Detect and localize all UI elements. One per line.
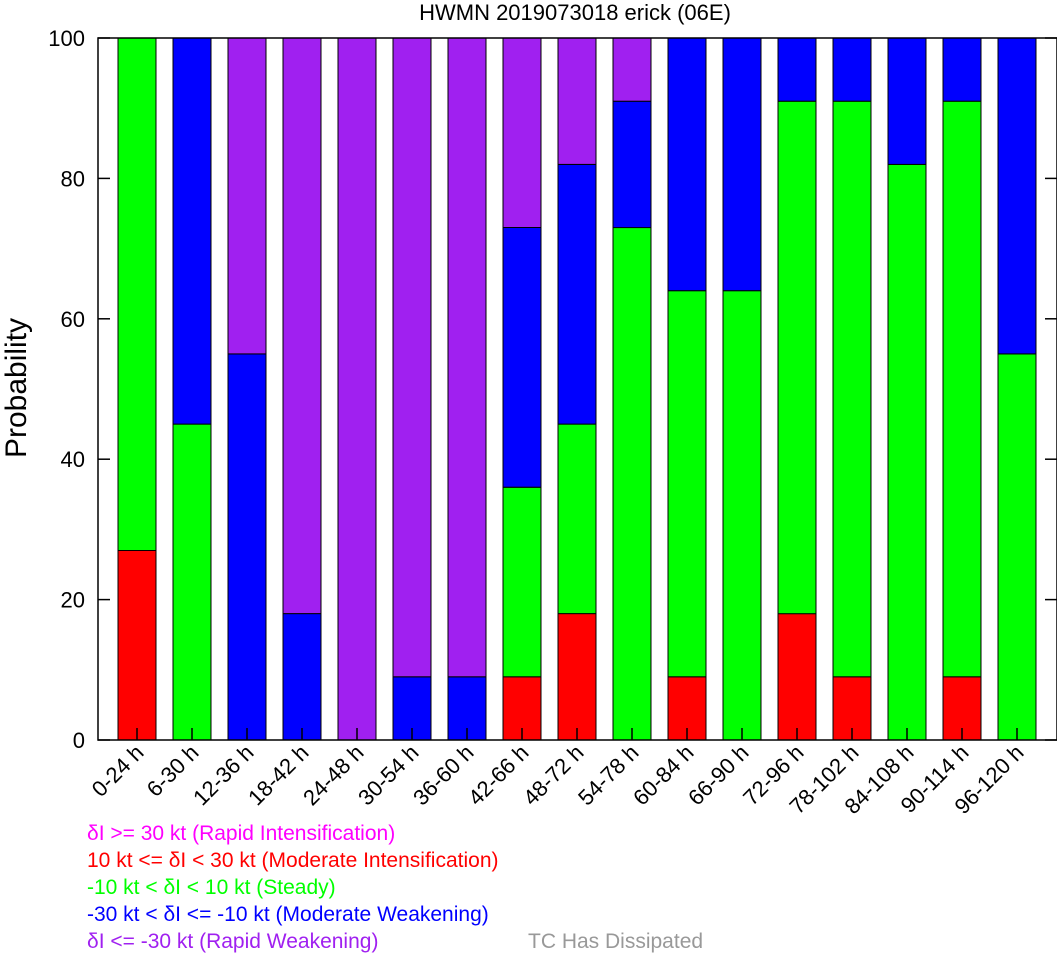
bar-rapid_weakening-2 [227, 37, 267, 355]
bar-moderate_weakening-8 [557, 163, 597, 425]
bar-rapid_weakening-7 [502, 37, 542, 228]
bar-moderate_weakening-11 [722, 37, 762, 292]
y-tick-label: 60 [61, 307, 85, 332]
bar-steady-11 [722, 290, 762, 741]
bar-moderate_weakening-10 [667, 37, 707, 292]
legend-dissipated: TC Has Dissipated [528, 930, 703, 953]
bar-rapid_weakening-6 [447, 37, 487, 678]
bar-steady-16 [997, 353, 1037, 741]
x-tick-label: 0-24 h [87, 740, 149, 802]
bar-rapid_weakening-9 [612, 37, 652, 102]
bar-steady-8 [557, 423, 597, 615]
legend-entry: -30 kt < δI <= -10 kt (Moderate Weakenin… [87, 903, 489, 926]
x-tick-label: 18-42 h [243, 740, 313, 810]
x-tick-label: 60-84 h [628, 740, 698, 810]
bar-rapid_weakening-5 [392, 37, 432, 678]
x-tick-label: 30-54 h [353, 740, 423, 810]
bar-rapid_weakening-8 [557, 37, 597, 165]
y-axis-label: Probability [0, 318, 33, 458]
legend: δI >= 30 kt (Rapid Intensification) 10 kt… [87, 822, 703, 953]
bar-moderate_weakening-13 [832, 37, 872, 102]
bar-moderate_intensification-8 [557, 613, 597, 741]
bar-moderate_weakening-1 [172, 37, 212, 425]
bar-steady-9 [612, 227, 652, 741]
bar-steady-0 [117, 37, 157, 551]
bar-steady-13 [832, 100, 872, 678]
y-tick-label: 0 [73, 728, 85, 753]
legend-entry: δI >= 30 kt (Rapid Intensification) [87, 822, 395, 845]
bar-steady-10 [667, 290, 707, 678]
x-tick-label: 54-78 h [573, 740, 643, 810]
plot-frame [97, 37, 1057, 741]
bar-steady-1 [172, 423, 212, 741]
bar-moderate_intensification-0 [117, 550, 157, 741]
bar-moderate_weakening-9 [612, 100, 652, 229]
x-tick-label: 24-48 h [298, 740, 368, 810]
x-tick-label: 66-90 h [683, 740, 753, 810]
bar-moderate_weakening-14 [887, 37, 927, 165]
bar-moderate_weakening-2 [227, 353, 267, 741]
legend-entry: δI <= -30 kt (Rapid Weakening) [87, 930, 378, 953]
legend-entry: -10 kt < δI < 10 kt (Steady) [87, 876, 336, 899]
bar-steady-12 [777, 100, 817, 615]
y-tick-label: 40 [61, 447, 85, 472]
x-axis-ticks: 0-24 h6-30 h12-36 h18-42 h24-48 h30-54 h… [87, 728, 1029, 819]
bars-group [117, 37, 1037, 741]
bar-rapid_weakening-3 [282, 37, 322, 615]
chart-title: HWMN 2019073018 erick (06E) [419, 0, 731, 25]
x-tick-label: 42-66 h [463, 740, 533, 810]
bar-steady-14 [887, 163, 927, 741]
bar-moderate_weakening-12 [777, 37, 817, 102]
bar-steady-7 [502, 486, 542, 678]
bar-moderate_weakening-16 [997, 37, 1037, 355]
bar-moderate_weakening-3 [282, 613, 322, 741]
y-tick-label: 20 [61, 588, 85, 613]
bar-rapid_weakening-4 [337, 37, 377, 741]
x-tick-label: 36-60 h [408, 740, 478, 810]
x-tick-label: 12-36 h [188, 740, 258, 810]
bar-moderate_intensification-12 [777, 613, 817, 741]
x-tick-label: 48-72 h [518, 740, 588, 810]
legend-entry: 10 kt <= δI < 30 kt (Moderate Intensific… [87, 849, 499, 872]
y-axis-ticks: 0 20 40 60 80 100 [48, 26, 1057, 753]
y-tick-label: 100 [48, 26, 85, 51]
bar-moderate_weakening-15 [942, 37, 982, 102]
y-tick-label: 80 [61, 166, 85, 191]
bar-moderate_weakening-7 [502, 227, 542, 488]
bar-steady-15 [942, 100, 982, 678]
